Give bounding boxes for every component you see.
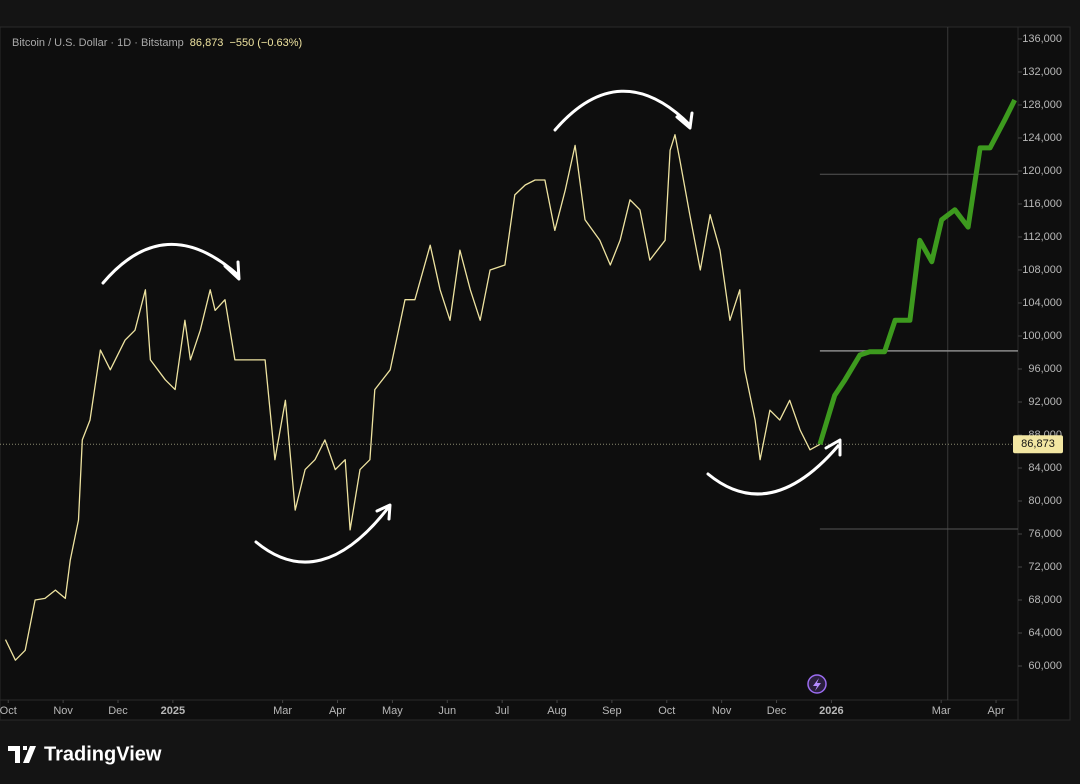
x-tick-label: Nov bbox=[53, 705, 73, 717]
x-tick-label: Oct bbox=[0, 705, 17, 717]
y-tick-label: 72,000 bbox=[1028, 561, 1062, 573]
x-tick-label: Nov bbox=[712, 705, 732, 717]
y-tick-label: 92,000 bbox=[1028, 396, 1062, 408]
x-tick-label: Dec bbox=[108, 705, 128, 717]
x-tick-label: Aug bbox=[547, 705, 567, 717]
y-tick-label: 104,000 bbox=[1022, 297, 1062, 309]
y-tick-label: 112,000 bbox=[1023, 231, 1062, 243]
symbol: Bitcoin / U.S. Dollar · 1D · Bitstamp bbox=[12, 37, 184, 49]
x-tick-label: 2025 bbox=[161, 705, 185, 717]
plot bbox=[0, 27, 1018, 700]
x-tick-label: May bbox=[382, 705, 403, 717]
y-tick-label: 120,000 bbox=[1022, 165, 1062, 177]
y-tick-label: 108,000 bbox=[1022, 264, 1062, 276]
logo: TradingView bbox=[8, 743, 162, 765]
arrow bbox=[101, 243, 241, 285]
last-price-box bbox=[1013, 435, 1063, 454]
arrow bbox=[553, 89, 694, 132]
y-tick-label: 128,000 bbox=[1022, 99, 1062, 111]
y-tick-label: 136,000 bbox=[1022, 33, 1062, 45]
y-tick-label: 60,000 bbox=[1028, 660, 1062, 672]
y-tick-label: 84,000 bbox=[1028, 462, 1062, 474]
x-tick-label: Oct bbox=[658, 705, 675, 717]
x-tick-label: Sep bbox=[602, 705, 622, 717]
y-tick-label: 100,000 bbox=[1022, 330, 1062, 342]
y-tick-label: 80,000 bbox=[1028, 495, 1062, 507]
y-tick-label: 124,000 bbox=[1022, 132, 1062, 144]
x-tick-label: 2026 bbox=[819, 705, 843, 717]
x-tick-label: Dec bbox=[767, 705, 787, 717]
y-tick-label: 68,000 bbox=[1028, 594, 1062, 606]
x-tick-label: Jul bbox=[495, 705, 509, 717]
x-tick-label: Apr bbox=[329, 705, 346, 717]
x-tick-label: Apr bbox=[987, 705, 1004, 717]
x-tick-label: Mar bbox=[932, 705, 951, 717]
y-tick-label: 64,000 bbox=[1028, 627, 1062, 639]
y-tick-label: 116,000 bbox=[1023, 198, 1062, 210]
arrow bbox=[706, 438, 842, 496]
x-tick-label: Jun bbox=[438, 705, 456, 717]
y-tick-label: 76,000 bbox=[1028, 528, 1062, 540]
arrow bbox=[254, 503, 392, 564]
last-price: 86,873 bbox=[190, 37, 224, 49]
spark-icon bbox=[807, 674, 827, 694]
x-tick-label: Mar bbox=[273, 705, 292, 717]
y-tick-label: 132,000 bbox=[1022, 66, 1062, 78]
legend-header: Bitcoin / U.S. Dollar · 1D · Bitstamp 86,… bbox=[12, 37, 302, 49]
price-line bbox=[817, 98, 1017, 446]
price-change: −550 (−0.63%) bbox=[229, 37, 302, 49]
brand: TradingView bbox=[44, 743, 162, 765]
chart-panel bbox=[0, 26, 1071, 721]
price-line bbox=[4, 134, 821, 661]
y-tick-label: 96,000 bbox=[1028, 363, 1062, 375]
icon-bolt bbox=[813, 678, 821, 691]
last-price-label: 86,873 bbox=[1021, 438, 1055, 450]
annotation-arrows bbox=[101, 89, 842, 564]
logo-icon bbox=[8, 746, 36, 763]
